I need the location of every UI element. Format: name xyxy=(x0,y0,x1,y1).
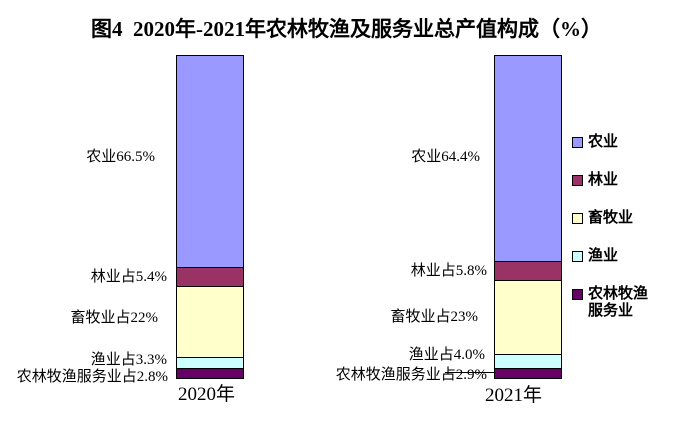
category-label-2020: 2020年 xyxy=(178,384,236,405)
data-label-2020-services: 农林牧渔服务业占2.8% xyxy=(16,369,168,385)
data-label-2021-services: 农林牧渔服务业占2.9% xyxy=(335,367,487,383)
bar-segment-2021-forestry xyxy=(495,260,561,281)
bar-segment-2020-agriculture xyxy=(177,56,243,268)
data-label-2021-husbandry: 畜牧业占23% xyxy=(390,309,479,325)
data-label-2020-husbandry: 畜牧业占22% xyxy=(70,310,159,326)
legend-item-services: 农林牧渔服务业 xyxy=(572,286,652,320)
data-label-2020-fishery: 渔业占3.3% xyxy=(90,352,167,368)
legend: 农业 林业 畜牧业 渔业 农林牧渔服务业 xyxy=(572,134,652,341)
category-label-2021: 2021年 xyxy=(485,385,543,406)
legend-item-fishery: 渔业 xyxy=(572,248,652,265)
data-label-2021-forestry: 林业占5.8% xyxy=(410,263,487,279)
bar-segment-2020-services xyxy=(177,368,243,378)
legend-swatch-husbandry xyxy=(572,213,583,224)
legend-swatch-services xyxy=(572,289,583,300)
chart-title: 图4 2020年-2021年农林牧渔及服务业总产值构成（%） xyxy=(91,17,602,41)
legend-label-fishery: 渔业 xyxy=(588,248,619,264)
leader-line-2021-services xyxy=(445,372,494,373)
legend-swatch-fishery xyxy=(572,251,583,262)
bar-segment-2020-fishery xyxy=(177,356,243,369)
legend-label-agriculture: 农业 xyxy=(588,134,619,150)
bar-segment-2020-husbandry xyxy=(177,285,243,357)
bar-segment-2021-husbandry xyxy=(495,280,561,355)
legend-swatch-forestry xyxy=(572,175,583,186)
bar-segment-2020-forestry xyxy=(177,267,243,286)
legend-label-services: 农林牧渔服务业 xyxy=(588,286,649,319)
legend-swatch-agriculture xyxy=(572,137,583,148)
stacked-bar-2021 xyxy=(494,55,562,379)
legend-label-husbandry: 畜牧业 xyxy=(588,210,634,226)
bar-segment-2021-services xyxy=(495,367,561,378)
legend-label-forestry: 林业 xyxy=(588,172,619,188)
data-label-2021-fishery: 渔业占4.0% xyxy=(408,347,485,363)
bar-segment-2021-fishery xyxy=(495,354,561,368)
stacked-bar-2020 xyxy=(176,55,244,379)
data-label-2020-forestry: 林业占5.4% xyxy=(90,269,167,285)
legend-item-husbandry: 畜牧业 xyxy=(572,210,652,227)
data-label-2020-agriculture: 农业66.5% xyxy=(86,149,155,165)
legend-item-forestry: 林业 xyxy=(572,172,652,189)
data-label-2021-agriculture: 农业64.4% xyxy=(411,149,480,165)
legend-item-agriculture: 农业 xyxy=(572,134,652,151)
bar-segment-2021-agriculture xyxy=(495,56,561,261)
